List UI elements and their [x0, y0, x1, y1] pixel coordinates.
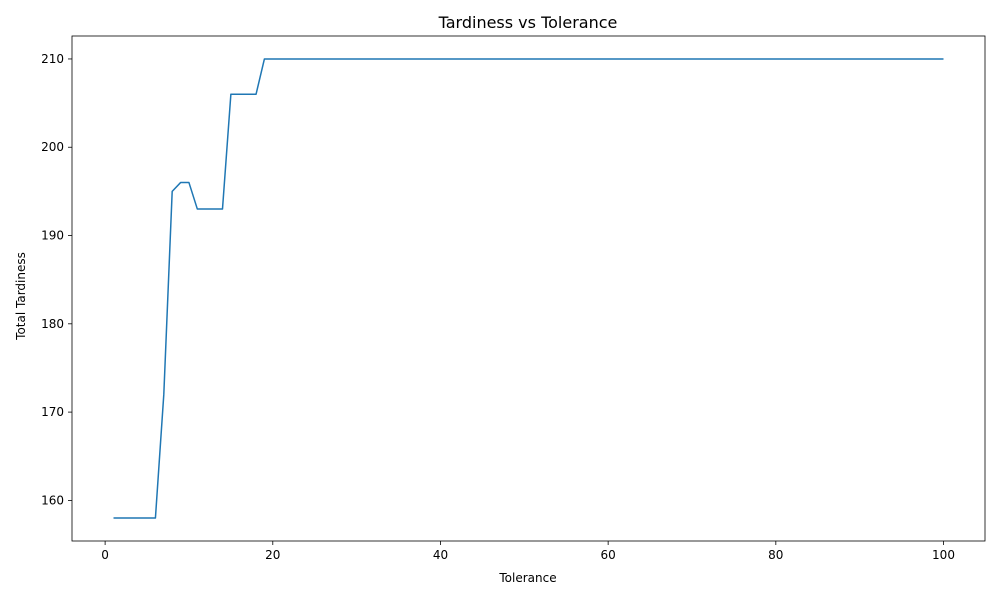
y-tick-label: 200 [41, 140, 64, 154]
y-tick-label: 170 [41, 405, 64, 419]
x-tick-label: 100 [932, 548, 955, 562]
x-tick-label: 60 [601, 548, 616, 562]
y-tick-label: 210 [41, 52, 64, 66]
chart-title: Tardiness vs Tolerance [438, 13, 618, 32]
plot-area: 0 20 40 60 80 100 160 170 180 190 200 210 [41, 35, 986, 562]
x-tick-label: 80 [768, 548, 783, 562]
series-line-0 [113, 58, 944, 519]
y-tick-label: 160 [41, 493, 64, 507]
y-tick-label: 180 [41, 317, 64, 331]
x-tick-label: 0 [101, 548, 109, 562]
y-tick-label: 190 [41, 229, 64, 243]
x-tick-label: 40 [433, 548, 448, 562]
y-axis-label: Total Tardiness [14, 252, 28, 341]
x-tick-label: 20 [265, 548, 280, 562]
axes-frame [71, 35, 986, 542]
x-axis-label: Tolerance [498, 571, 556, 585]
